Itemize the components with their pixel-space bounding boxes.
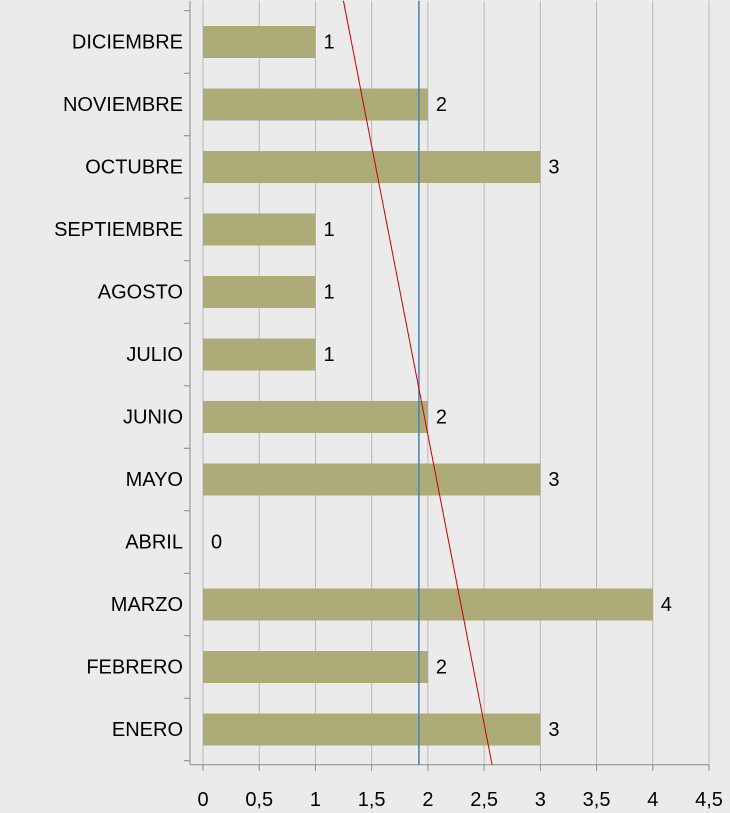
data-label: 3 [548, 469, 559, 491]
y-tick-label: OCTUBRE [85, 156, 183, 178]
bar [203, 151, 541, 183]
data-label: 1 [323, 281, 334, 303]
data-label: 2 [436, 656, 447, 678]
x-tick-label: 1,5 [358, 789, 386, 811]
bar [203, 463, 541, 496]
bar [203, 338, 316, 371]
data-label: 1 [323, 344, 334, 366]
x-tick-label: 2 [422, 789, 433, 811]
y-tick-label: MAYO [126, 469, 183, 491]
x-tick-label: 0,5 [245, 789, 273, 811]
y-tick-label: MARZO [111, 594, 183, 616]
data-label: 2 [436, 406, 447, 428]
y-tick-label: NOVIEMBRE [63, 94, 183, 116]
x-tick-label: 3 [535, 789, 546, 811]
data-label: 1 [323, 219, 334, 241]
bar [203, 588, 653, 621]
y-tick-label: SEPTIEMBRE [54, 219, 183, 241]
x-tick-label: 4 [647, 789, 658, 811]
y-tick-label: ENERO [112, 719, 183, 741]
y-tick-label: DICIEMBRE [72, 31, 183, 53]
data-label: 0 [211, 531, 222, 553]
y-tick-label: JULIO [126, 344, 183, 366]
x-tick-label: 3,5 [583, 789, 611, 811]
trend-line [342, 0, 493, 765]
data-label: 3 [548, 719, 559, 741]
y-tick-label: JUNIO [123, 406, 183, 428]
data-label: 4 [661, 594, 672, 616]
x-tick-label: 2,5 [470, 789, 498, 811]
bar [203, 276, 316, 308]
data-label: 3 [548, 156, 559, 178]
y-tick-label: ABRIL [125, 531, 183, 553]
bar [203, 88, 428, 121]
y-tick-label: AGOSTO [98, 281, 183, 303]
x-tick-label: 4,5 [695, 789, 723, 811]
bar [203, 651, 428, 683]
bar [203, 713, 541, 746]
y-tick-label: FEBRERO [86, 656, 183, 678]
bar [203, 26, 316, 58]
data-label: 1 [323, 31, 334, 53]
bar [203, 213, 316, 246]
data-label: 2 [436, 94, 447, 116]
x-tick-label: 0 [197, 789, 208, 811]
x-tick-label: 1 [310, 789, 321, 811]
bar [203, 401, 428, 433]
